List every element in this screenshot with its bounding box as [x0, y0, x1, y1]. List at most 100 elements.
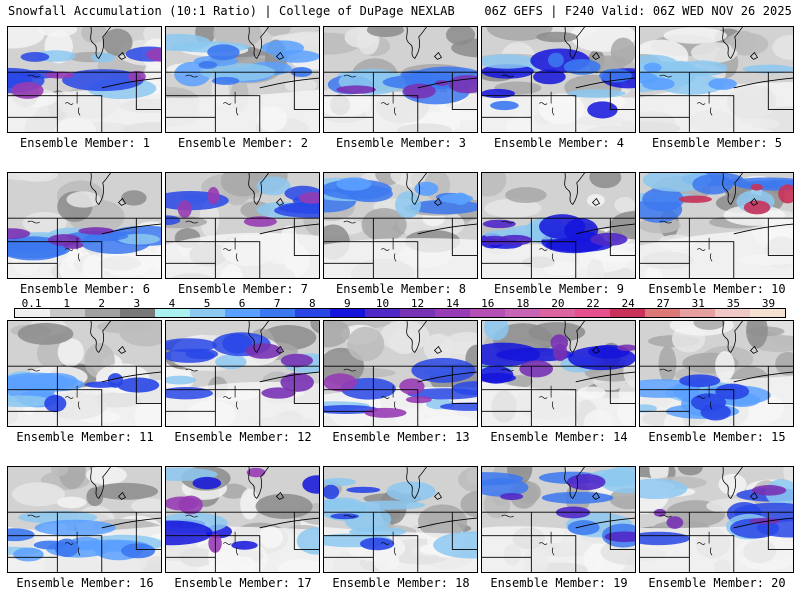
snowfall-map [324, 173, 477, 278]
snowfall-map [8, 27, 161, 132]
snowfall-map [482, 467, 635, 572]
ensemble-member-label: Ensemble Member: 18 [332, 576, 470, 590]
colorbar-swatch [260, 309, 295, 317]
ensemble-member-label: Ensemble Member: 2 [177, 136, 309, 150]
colorbar-swatch [225, 309, 260, 317]
snowfall-map [640, 467, 793, 572]
snowfall-map [640, 173, 793, 278]
ensemble-member-label: Ensemble Member: 13 [332, 430, 470, 444]
colorbar-swatch [190, 309, 225, 317]
colorbar-tick-labels: 0.1 1 2 3 4 5 6 7 8 9 10 12 14 16 18 20 22 24 27 31 35 39 [14, 297, 786, 310]
ensemble-member-map [639, 466, 794, 573]
colorbar-swatch [295, 309, 330, 317]
colorbar-swatch [330, 309, 365, 317]
snowfall-colorbar [14, 308, 786, 318]
ensemble-member-map [7, 320, 162, 427]
colorbar-tick-label: 1 [63, 297, 70, 310]
ensemble-member-label: Ensemble Member: 7 [177, 282, 309, 296]
ensemble-member-map [481, 466, 636, 573]
colorbar-tick-label: 0.1 [21, 297, 42, 310]
snowfall-map [324, 27, 477, 132]
colorbar-swatch [715, 309, 750, 317]
colorbar-swatch [505, 309, 540, 317]
ensemble-member-label: Ensemble Member: 15 [648, 430, 786, 444]
snowfall-map [166, 173, 319, 278]
snowfall-map [166, 321, 319, 426]
ensemble-member-map [639, 172, 794, 279]
snowfall-map [324, 467, 477, 572]
colorbar-tick-label: 39 [761, 297, 776, 310]
snowfall-map [640, 321, 793, 426]
ensemble-member-label: Ensemble Member: 17 [174, 576, 312, 590]
colorbar-swatch [680, 309, 715, 317]
ensemble-member-map [165, 172, 320, 279]
colorbar-tick-label: 2 [98, 297, 106, 310]
colorbar-tick-label: 12 [410, 297, 425, 310]
colorbar-swatch [575, 309, 610, 317]
ensemble-member-map [165, 26, 320, 133]
ensemble-member-label: Ensemble Member: 20 [648, 576, 786, 590]
snowfall-map [482, 321, 635, 426]
ensemble-member-map [481, 320, 636, 427]
ensemble-member-label: Ensemble Member: 11 [16, 430, 154, 444]
ensemble-member-label: Ensemble Member: 8 [335, 282, 467, 296]
ensemble-member-map [323, 320, 478, 427]
colorbar-tick-label: 14 [446, 297, 460, 310]
colorbar-tick-label: 4 [168, 297, 176, 310]
ensemble-member-map [323, 26, 478, 133]
snowfall-map [166, 467, 319, 572]
ensemble-member-map [481, 172, 636, 279]
colorbar-swatch [750, 309, 785, 317]
ensemble-member-label: Ensemble Member: 1 [19, 136, 151, 150]
colorbar-tick-label: 9 [344, 297, 351, 310]
ensemble-member-map [7, 26, 162, 133]
colorbar-swatch [400, 309, 435, 317]
ensemble-member-label: Ensemble Member: 3 [335, 136, 467, 150]
ensemble-member-label: Ensemble Member: 16 [16, 576, 154, 590]
ensemble-member-map [481, 26, 636, 133]
ensemble-member-label: Ensemble Member: 14 [490, 430, 628, 444]
colorbar-tick-label: 8 [308, 297, 316, 310]
snowfall-map [324, 321, 477, 426]
snowfall-map [8, 321, 161, 426]
ensemble-member-label: Ensemble Member: 12 [174, 430, 312, 444]
ensemble-member-label: Ensemble Member: 19 [490, 576, 628, 590]
colorbar-tick-label: 7 [273, 297, 281, 310]
colorbar-tick-label: 10 [375, 297, 390, 310]
colorbar-swatch [435, 309, 470, 317]
colorbar-swatch [15, 309, 50, 317]
snowfall-map [166, 27, 319, 132]
ensemble-member-map [165, 466, 320, 573]
ensemble-member-label: Ensemble Member: 5 [651, 136, 783, 150]
snowfall-map [8, 173, 161, 278]
colorbar-swatch [120, 309, 155, 317]
colorbar-tick-label: 35 [726, 297, 740, 310]
colorbar-tick-label: 3 [133, 297, 141, 310]
ensemble-member-map [7, 172, 162, 279]
ensemble-member-label: Ensemble Member: 4 [493, 136, 625, 150]
colorbar-swatch [610, 309, 645, 317]
colorbar-swatch [645, 309, 680, 317]
colorbar-tick-label: 16 [481, 297, 495, 310]
colorbar-tick-label: 6 [238, 297, 246, 310]
ensemble-member-map [323, 172, 478, 279]
colorbar-swatch [365, 309, 400, 317]
ensemble-member-map [7, 466, 162, 573]
colorbar-swatch [50, 309, 85, 317]
colorbar-swatch [155, 309, 190, 317]
colorbar-tick-label: 20 [551, 297, 565, 310]
snowfall-map [8, 467, 161, 572]
ensemble-member-map [165, 320, 320, 427]
ensemble-member-map [639, 26, 794, 133]
run-info: 06Z GEFS | F240 Valid: 06Z WED NOV 26 20… [484, 4, 792, 18]
snowfall-map [482, 27, 635, 132]
ensemble-member-label: Ensemble Member: 9 [493, 282, 625, 296]
snowfall-map [482, 173, 635, 278]
colorbar-tick-label: 31 [691, 297, 705, 310]
ensemble-member-map [323, 466, 478, 573]
colorbar-tick-label: 24 [621, 297, 635, 310]
colorbar-tick-label: 27 [656, 297, 670, 310]
snowfall-map [640, 27, 793, 132]
ensemble-member-label: Ensemble Member: 6 [19, 282, 151, 296]
colorbar-tick-label: 18 [516, 297, 530, 310]
